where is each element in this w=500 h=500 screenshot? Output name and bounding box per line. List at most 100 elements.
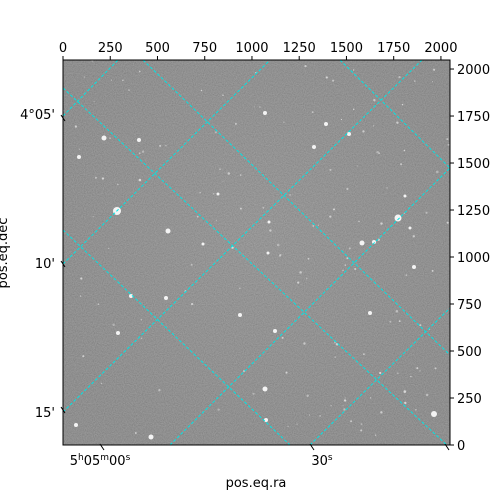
y-tick-label: 0	[457, 439, 465, 454]
star	[219, 168, 221, 170]
star	[100, 382, 103, 385]
x-tick-label: 250	[98, 41, 123, 56]
star	[378, 152, 380, 154]
star	[111, 79, 112, 81]
star	[94, 176, 97, 179]
star	[253, 106, 255, 108]
star	[138, 152, 141, 155]
star	[431, 269, 434, 272]
star	[394, 214, 402, 222]
star	[200, 89, 203, 92]
star	[217, 408, 220, 411]
star	[357, 165, 359, 167]
star	[303, 342, 306, 345]
star	[289, 194, 291, 196]
y-tick-label: 750	[457, 298, 482, 313]
star	[342, 405, 344, 407]
x-tick-label: 1750	[377, 41, 410, 56]
star	[227, 172, 231, 175]
star	[281, 336, 284, 339]
star	[363, 353, 365, 355]
star	[446, 221, 449, 224]
star	[350, 420, 353, 423]
star	[311, 111, 314, 113]
star	[360, 423, 363, 425]
grid-line	[309, 307, 450, 445]
star	[238, 313, 242, 317]
star	[374, 434, 377, 436]
star	[342, 269, 344, 272]
star	[214, 131, 217, 134]
star	[276, 243, 280, 247]
sky-image	[63, 60, 450, 445]
star	[112, 323, 115, 327]
x-tick-label: 2000	[424, 41, 457, 56]
x-tick-label: 1000	[235, 41, 268, 56]
star	[325, 76, 328, 79]
star	[380, 411, 383, 414]
x-tick-label: 1250	[283, 41, 316, 56]
star	[344, 397, 346, 399]
star	[319, 414, 322, 417]
star	[370, 397, 372, 399]
star	[74, 125, 77, 128]
star	[404, 401, 407, 405]
star	[446, 138, 449, 141]
star	[239, 207, 242, 210]
star	[415, 408, 417, 411]
dec-tick-label: 15'	[35, 406, 55, 421]
x-axis-label: pos.eq.ra	[226, 476, 287, 491]
star	[78, 148, 81, 150]
star	[373, 125, 375, 127]
star	[432, 68, 436, 71]
star	[82, 355, 85, 358]
star	[138, 70, 141, 73]
star	[141, 150, 145, 153]
star	[80, 277, 83, 280]
star	[285, 371, 288, 374]
star	[97, 303, 100, 306]
star	[93, 101, 95, 103]
star	[403, 194, 407, 198]
star	[419, 324, 422, 327]
star	[428, 328, 431, 331]
x-tick-label: 750	[192, 41, 217, 56]
star	[334, 356, 336, 358]
star	[164, 296, 168, 300]
star	[287, 425, 289, 427]
star	[190, 302, 194, 306]
star	[306, 394, 309, 398]
star	[398, 75, 401, 79]
star	[165, 145, 167, 147]
y-tick-label: 1500	[457, 157, 490, 172]
y-tick-label: 500	[457, 345, 482, 360]
ra-tick-label: 30s	[311, 453, 333, 469]
y-tick-label: 250	[457, 392, 482, 407]
star	[304, 64, 307, 68]
dec-tick-label: 10'	[35, 257, 55, 272]
plot-frame	[62, 59, 451, 446]
star	[425, 393, 429, 397]
star	[372, 240, 376, 244]
star	[140, 319, 142, 321]
star	[340, 118, 343, 121]
star	[412, 265, 416, 269]
star	[414, 80, 416, 82]
star	[396, 121, 399, 124]
star	[273, 329, 277, 333]
grid-line	[63, 60, 423, 413]
y-tick-label: 1250	[457, 204, 490, 219]
star	[79, 295, 82, 297]
grid-line	[339, 60, 450, 169]
grid-line	[63, 60, 119, 117]
grid-line	[169, 167, 450, 445]
star	[216, 219, 218, 221]
star	[332, 79, 335, 82]
y-tick-label: 2000	[457, 63, 490, 78]
ra-tick-label: 5h05m00s	[70, 453, 131, 469]
star	[159, 144, 162, 147]
star	[397, 372, 399, 374]
star	[128, 89, 130, 91]
star	[305, 277, 308, 280]
